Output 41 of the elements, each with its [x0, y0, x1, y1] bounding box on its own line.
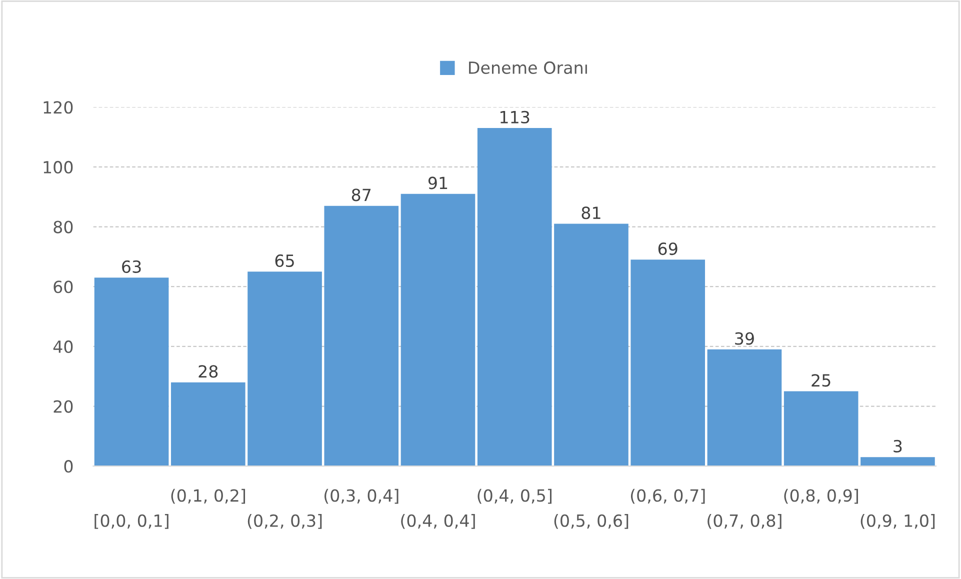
x-tick-label: (0,4, 0,5] [478, 488, 552, 504]
data-label: 113 [500, 110, 530, 124]
data-label: 69 [658, 242, 678, 256]
x-tick-label: (0,1, 0,2] [171, 488, 246, 504]
data-label: 81 [582, 206, 600, 220]
y-tick-label: 80 [54, 220, 73, 234]
y-tick-label: 120 [44, 101, 73, 114]
bar [94, 278, 169, 466]
bar [630, 260, 706, 466]
y-tick-label: 0 [64, 460, 73, 473]
x-tick-label: (0,7, 0,8] [708, 514, 782, 529]
data-label: 65 [275, 254, 294, 268]
x-tick-label: (0,5, 0,6] [554, 514, 628, 529]
data-label: 87 [352, 188, 371, 202]
data-label: 39 [735, 332, 754, 345]
y-tick-label: 60 [54, 280, 73, 294]
y-tick-label: 100 [44, 160, 73, 174]
data-label: 28 [198, 365, 218, 378]
x-tick-label: (0,9, 1,0] [860, 514, 935, 529]
data-label: 25 [812, 374, 830, 387]
x-tick-label: (0,3, 0,4] [324, 488, 398, 504]
x-tick-label: (0,8, 0,9] [784, 488, 858, 504]
y-tick-label: 40 [53, 340, 73, 354]
x-tick-label: (0,2, 0,3] [248, 514, 322, 529]
bar [248, 272, 322, 466]
x-tick-label: [0,0, 0,1] [94, 514, 168, 529]
bar [324, 206, 399, 466]
bar [554, 224, 628, 466]
data-label: 63 [122, 260, 141, 274]
legend-label: Deneme Oranı [469, 61, 587, 74]
x-tick-label: (0,4, 0,4] [401, 514, 475, 529]
data-label: 91 [428, 176, 448, 190]
bar [400, 194, 476, 466]
bar [170, 382, 246, 466]
bar [860, 457, 935, 466]
bar [477, 128, 552, 466]
bar [707, 349, 782, 466]
y-tick-label: 20 [54, 400, 73, 413]
bar [784, 391, 858, 466]
data-label: 3 [894, 440, 902, 452]
x-tick-label: (0,6, 0,7] [630, 488, 705, 504]
